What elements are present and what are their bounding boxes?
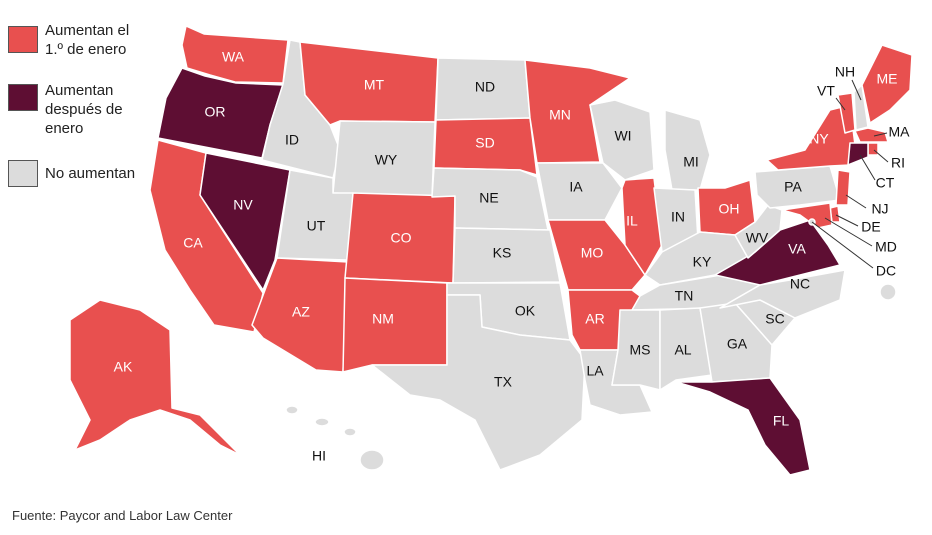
state-label-wa: WA [222,49,245,65]
state-label-tx: TX [494,374,513,390]
state-label-ms: MS [630,342,651,358]
state-ma[interactable] [854,127,889,143]
legend-swatch-none [8,160,38,187]
leader-line-ct [859,154,876,181]
state-label-ny: NY [809,131,829,147]
state-label-ne: NE [479,190,498,206]
leader-line-ri [873,149,889,163]
state-nm[interactable] [342,277,448,373]
state-ct[interactable] [847,142,869,166]
state-ks[interactable] [452,227,561,284]
state-label-ri: RI [891,155,905,171]
state-vt[interactable] [837,92,856,134]
state-nj[interactable] [835,169,851,206]
state-label-ia: IA [569,179,583,195]
state-tx[interactable] [371,294,586,471]
state-label-oh: OH [719,201,740,217]
legend-item-later: Aumentan después de enero [8,82,150,138]
legend-swatch-january [8,26,38,53]
state-label-nm: NM [372,311,394,327]
state-mn[interactable] [524,59,631,164]
state-hi[interactable] [285,283,897,471]
state-label-or: OR [205,104,226,120]
leader-line-ma [873,132,888,137]
legend-item-january: Aumentan el 1.º de enero [8,22,150,59]
state-label-mi: MI [683,154,699,170]
state-label-nc: NC [790,276,810,292]
state-label-ct: CT [876,175,895,191]
leader-line-nh [851,79,862,101]
state-label-ma: MA [889,124,911,140]
state-label-va: VA [788,241,806,257]
leader-line-dc [811,221,874,269]
state-label-ca: CA [183,235,203,251]
state-label-nj: NJ [871,201,888,217]
legend-label-none: No aumentan [45,165,136,182]
state-label-il: IL [626,213,638,229]
leader-line-de [835,214,859,227]
legend-label-later: Aumentan después de enero [45,82,123,137]
state-nv[interactable] [199,152,291,291]
state-nh[interactable] [853,84,869,131]
leader-line-vt [835,97,846,111]
state-md[interactable] [781,202,833,229]
state-label-ok: OK [515,303,536,319]
state-label-ky: KY [693,254,712,270]
state-label-la: LA [586,363,604,379]
state-label-vt: VT [817,83,835,99]
state-label-ut: UT [307,218,326,234]
state-label-in: IN [671,209,685,225]
state-label-al: AL [674,342,691,358]
state-wa[interactable] [181,25,289,84]
us-states-map: WA OR CA NV ID MT WY UT AZ CO NM ND SD NE KS OK TX MN IA MO… [69,25,913,476]
state-label-tn: TN [675,288,694,304]
state-label-pa: PA [784,179,802,195]
legend-item-none: No aumentan [8,160,150,187]
leader-line-nj [845,194,867,209]
state-wv[interactable] [734,204,783,259]
state-label-sc: SC [765,311,784,327]
state-ri[interactable] [867,142,879,156]
legend-label-january: Aumentan el 1.º de enero [45,22,130,58]
state-fl[interactable] [675,377,811,476]
state-al[interactable] [659,307,713,391]
state-label-md: MD [875,239,897,255]
state-label-de: DE [861,219,880,235]
state-label-id: ID [285,132,299,148]
state-label-mo: MO [581,245,604,261]
state-label-wy: WY [375,152,398,168]
state-label-fl: FL [773,413,790,429]
state-label-nd: ND [475,79,495,95]
state-ia[interactable] [536,162,623,221]
state-label-me: ME [877,71,898,87]
source-note: Fuente: Paycor and Labor Law Center [12,508,233,523]
state-label-ks: KS [493,245,512,261]
state-label-ga: GA [727,336,748,352]
state-label-ar: AR [585,311,604,327]
state-label-wi: WI [614,128,631,144]
state-label-nh: NH [835,64,855,80]
state-label-az: AZ [292,304,310,320]
state-label-hi: HI [312,448,326,464]
state-label-mn: MN [549,107,571,123]
state-ak[interactable] [69,299,241,456]
state-label-sd: SD [475,135,494,151]
state-me[interactable] [861,44,913,124]
leader-line-md [824,217,873,247]
state-label-mt: MT [364,77,385,93]
legend-swatch-later [8,84,38,111]
state-label-ak: AK [114,359,133,375]
state-label-dc: DC [876,263,896,279]
state-label-nv: NV [233,197,253,213]
state-mi[interactable] [664,109,711,191]
state-wi[interactable] [589,99,655,181]
state-label-co: CO [391,230,412,246]
state-label-wv: WV [746,230,769,246]
state-sd[interactable] [433,117,538,176]
